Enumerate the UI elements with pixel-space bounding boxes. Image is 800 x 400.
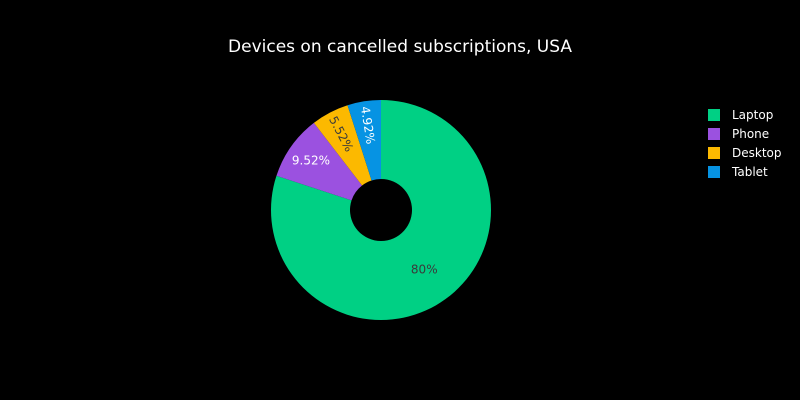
slice-label-laptop: 80%	[411, 263, 438, 277]
slice-label-phone: 9.52%	[292, 153, 330, 167]
legend-label-desktop[interactable]: Desktop	[732, 146, 782, 160]
legend-label-phone[interactable]: Phone	[732, 127, 769, 141]
donut-slices	[271, 100, 491, 320]
slice-label-tablet: 4.92%	[358, 105, 378, 145]
legend-label-laptop[interactable]: Laptop	[732, 108, 773, 122]
slice-phone[interactable]	[276, 122, 363, 201]
legend-swatch-tablet[interactable]	[708, 166, 720, 178]
legend-swatch-desktop[interactable]	[708, 147, 720, 159]
legend-swatch-laptop[interactable]	[708, 109, 720, 121]
legend: Laptop Phone Desktop Tablet	[708, 108, 782, 179]
chart-title: Devices on cancelled subscriptions, USA	[228, 37, 572, 57]
slice-desktop[interactable]	[313, 105, 372, 186]
legend-swatch-phone[interactable]	[708, 128, 720, 140]
legend-label-tablet[interactable]: Tablet	[731, 165, 768, 179]
slice-tablet[interactable]	[347, 100, 381, 181]
slice-laptop[interactable]	[271, 100, 491, 320]
